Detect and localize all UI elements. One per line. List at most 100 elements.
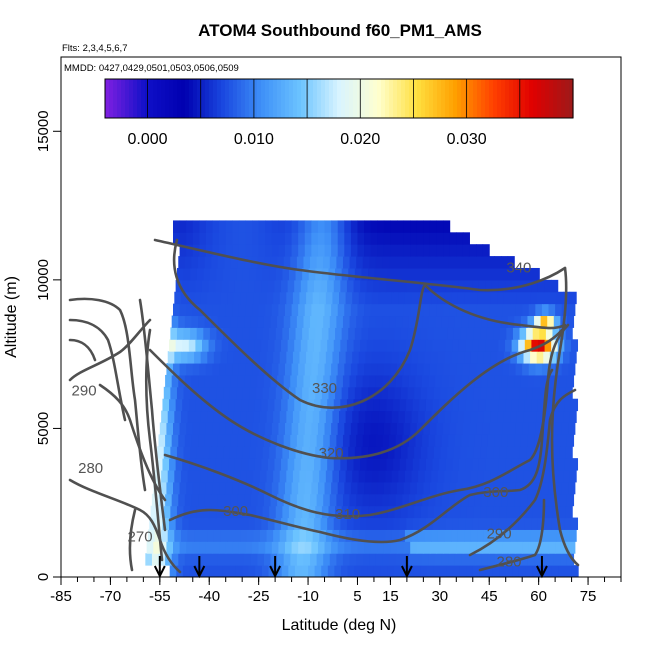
heatmap-cell: [544, 339, 552, 352]
heatmap-cell: [279, 351, 287, 364]
heatmap-cell: [342, 315, 351, 328]
heatmap-cell: [507, 493, 515, 507]
heatmap-cell: [236, 446, 244, 459]
heatmap-cell: [515, 363, 523, 376]
heatmap-cell: [348, 505, 356, 519]
heatmap-cell: [261, 458, 269, 471]
colorbar-segment: [461, 79, 466, 118]
heatmap-cell: [425, 339, 434, 352]
heatmap-cell: [324, 422, 332, 435]
heatmap-cell: [439, 458, 447, 471]
heatmap-cell: [385, 291, 393, 305]
heatmap-cell: [414, 386, 422, 400]
heatmap-cell: [558, 565, 566, 577]
heatmap-cell: [323, 374, 331, 388]
heatmap-cell: [296, 256, 304, 269]
heatmap-cell: [291, 481, 299, 495]
heatmap-cell: [199, 220, 207, 233]
heatmap-cell: [298, 244, 306, 257]
heatmap-cell: [483, 529, 492, 542]
heatmap-cell: [565, 565, 573, 577]
heatmap-cell: [433, 446, 441, 459]
heatmap-cell: [171, 315, 179, 328]
heatmap-cell: [498, 517, 506, 530]
heatmap-cell: [292, 529, 300, 542]
heatmap-cell: [173, 363, 181, 376]
heatmap-cell: [365, 351, 373, 364]
heatmap-cell: [485, 517, 493, 530]
heatmap-cell: [291, 541, 299, 554]
heatmap-cell: [516, 529, 524, 542]
heatmap-cell: [519, 446, 527, 459]
colorbar-segment: [533, 79, 538, 118]
heatmap-cell: [201, 458, 210, 471]
heatmap-cell: [307, 517, 315, 530]
heatmap-cell: [423, 422, 431, 435]
heatmap-cell: [350, 481, 358, 495]
heatmap-cell: [347, 565, 355, 577]
heatmap-cell: [445, 339, 453, 352]
heatmap-cell: [179, 422, 187, 435]
heatmap-cell: [203, 505, 211, 519]
heatmap-cell: [381, 327, 389, 340]
heatmap-cell: [393, 279, 401, 293]
heatmap-cell: [474, 553, 482, 566]
heatmap-cell: [565, 327, 573, 340]
heatmap-cell: [188, 517, 196, 530]
heatmap-cell: [362, 256, 370, 269]
heatmap-cell: [171, 493, 179, 507]
heatmap-cell: [221, 339, 229, 352]
heatmap-cell: [469, 422, 477, 435]
heatmap-cell: [245, 363, 253, 376]
heatmap-cell: [282, 267, 290, 281]
heatmap-cell: [427, 505, 435, 519]
heatmap-cell: [315, 386, 323, 400]
heatmap-cell: [369, 256, 377, 269]
heatmap-cell: [416, 220, 424, 233]
heatmap-cell: [205, 363, 214, 376]
heatmap-cell: [242, 446, 250, 459]
heatmap-cell: [499, 327, 507, 340]
heatmap-cell: [258, 422, 266, 435]
heatmap-cell: [357, 244, 365, 257]
heatmap-cell: [379, 458, 387, 471]
heatmap-cell: [360, 517, 368, 530]
heatmap-cell: [519, 386, 527, 400]
heatmap-cell: [203, 327, 211, 340]
heatmap-cell: [304, 220, 312, 233]
heatmap-cell: [325, 351, 333, 364]
heatmap-cell: [487, 374, 496, 388]
heatmap-cell: [485, 565, 494, 577]
heatmap-cell: [159, 481, 167, 495]
heatmap-cell: [307, 339, 315, 352]
heatmap-cell: [431, 351, 439, 364]
heatmap-cell: [279, 291, 287, 305]
heatmap-cell: [354, 327, 362, 340]
heatmap-cell: [308, 386, 316, 400]
heatmap-cell: [200, 410, 208, 423]
heatmap-cell: [267, 517, 275, 530]
heatmap-cell: [336, 315, 344, 328]
heatmap-cell: [232, 422, 240, 435]
heatmap-cell: [403, 363, 411, 376]
heatmap-cell: [449, 232, 457, 245]
heatmap-cell: [303, 553, 311, 566]
heatmap-cell: [201, 279, 210, 293]
heatmap-cell: [261, 279, 269, 293]
heatmap-cell: [410, 303, 418, 317]
heatmap-cell: [313, 458, 322, 471]
heatmap-cell: [169, 339, 177, 352]
heatmap-cell: [456, 232, 464, 245]
heatmap-cell: [493, 327, 501, 340]
heatmap-cell: [395, 553, 403, 566]
heatmap-cell: [531, 458, 539, 471]
heatmap-cell: [406, 517, 414, 530]
heatmap-cell: [514, 374, 522, 388]
heatmap-cell: [451, 410, 459, 423]
heatmap-cell: [327, 517, 335, 530]
heatmap-cell: [216, 267, 224, 281]
heatmap-cell: [275, 386, 283, 400]
heatmap-cell: [487, 493, 496, 507]
heatmap-cell: [198, 374, 206, 388]
heatmap-cell: [225, 244, 233, 257]
